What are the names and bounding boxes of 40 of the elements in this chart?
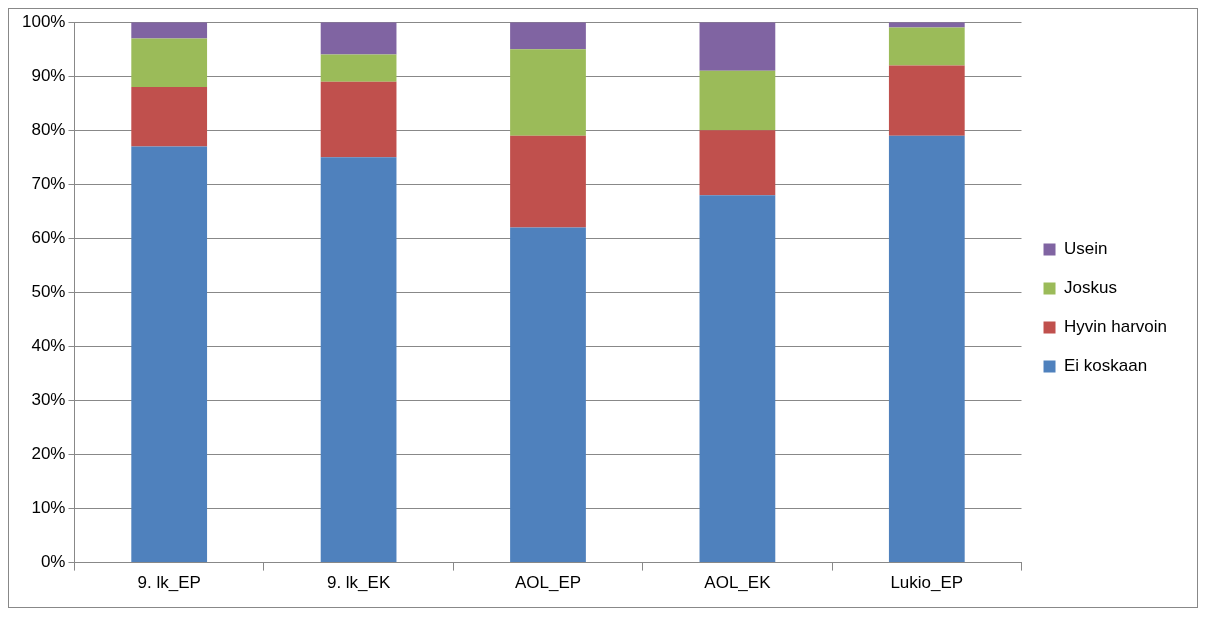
bar	[320, 81, 397, 158]
bar	[888, 27, 965, 66]
bar	[699, 130, 776, 196]
bar	[888, 65, 965, 136]
y-tick-label: 40%	[31, 336, 66, 356]
x-tick-label: AOL_EP	[514, 573, 582, 593]
bar	[888, 135, 965, 563]
legend-label: Hyvin harvoin	[1064, 317, 1168, 337]
legend-label: Joskus	[1064, 278, 1117, 298]
y-tick-label: 70%	[31, 174, 66, 194]
x-tick-label: Lukio_EP	[890, 573, 964, 593]
bar	[131, 146, 208, 563]
y-tick-label: 20%	[31, 444, 66, 464]
legend-label: Usein	[1064, 239, 1108, 259]
bar	[510, 49, 586, 136]
bar	[510, 227, 586, 563]
x-tick-label: 9. lk_EP	[137, 573, 201, 593]
bar	[131, 87, 208, 147]
x-tick-label: 9. lk_EK	[326, 573, 391, 593]
bar	[320, 54, 397, 82]
legend-label: Ei koskaan	[1064, 356, 1148, 376]
y-tick-label: 10%	[31, 498, 66, 518]
y-tick-label: 30%	[31, 390, 66, 410]
y-tick-label: 100%	[22, 11, 66, 31]
bar	[510, 22, 586, 50]
bar	[320, 157, 397, 563]
bar	[699, 70, 776, 131]
y-tick-label: 60%	[31, 228, 66, 248]
bar	[699, 22, 776, 71]
x-tick-label: AOL_EK	[704, 573, 772, 593]
y-tick-label: 90%	[31, 65, 66, 85]
bar	[510, 135, 586, 228]
bar	[131, 22, 208, 39]
y-tick-label: 50%	[31, 282, 66, 302]
bar	[699, 195, 776, 563]
bar	[320, 22, 397, 55]
y-tick-label: 80%	[31, 119, 66, 139]
bar	[888, 22, 965, 28]
bar	[131, 38, 208, 88]
y-tick-label: 0%	[40, 552, 66, 572]
